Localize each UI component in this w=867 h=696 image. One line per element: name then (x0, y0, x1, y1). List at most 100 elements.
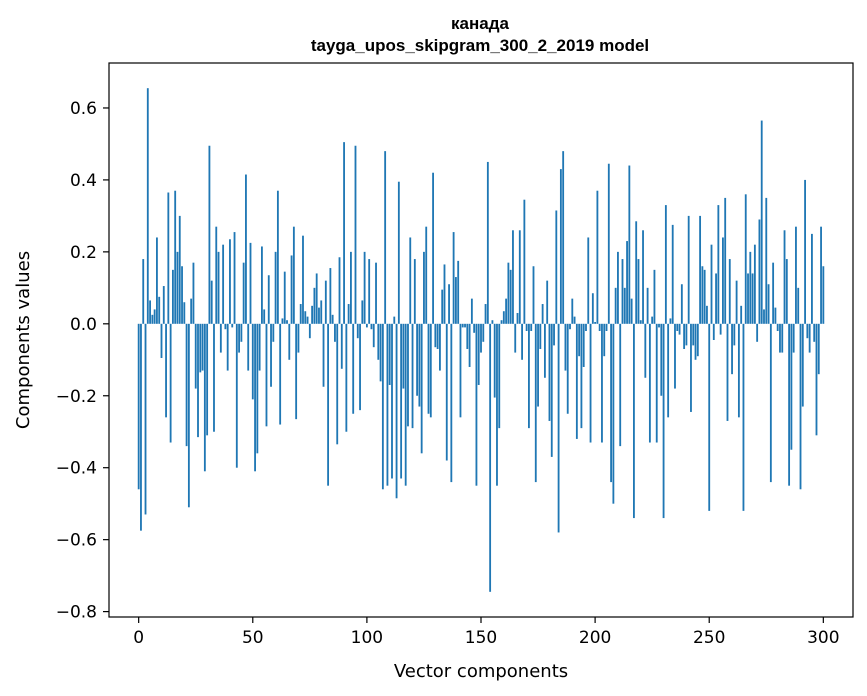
bar (744, 194, 747, 324)
bar (598, 323, 601, 331)
bar (174, 190, 177, 324)
bar (254, 323, 256, 472)
bar (397, 181, 400, 324)
x-tick-label: 200 (579, 628, 611, 648)
bar (420, 323, 423, 454)
bar (411, 323, 414, 429)
bar (722, 237, 724, 324)
bar (477, 323, 480, 385)
bar (680, 284, 683, 324)
bar (776, 323, 779, 331)
bar (484, 304, 487, 324)
bar (735, 280, 738, 324)
bar (197, 323, 199, 438)
x-tick-label: 150 (465, 628, 497, 648)
bar (756, 323, 759, 342)
bar (210, 280, 213, 324)
bar (468, 323, 471, 367)
bar (171, 269, 174, 324)
bar (674, 323, 676, 389)
bar (178, 215, 181, 324)
bar (749, 251, 752, 324)
y-tick-label: −0.6 (56, 531, 97, 551)
bar (648, 323, 651, 443)
bar (229, 239, 231, 324)
x-axis-ticks: 0 50 100 150 200 250 300 (133, 617, 840, 648)
bar (528, 323, 530, 429)
bar (801, 323, 804, 407)
bar (605, 323, 608, 331)
bar (580, 323, 583, 429)
bar (612, 323, 615, 504)
bar (391, 323, 393, 479)
bar (806, 323, 809, 339)
bar (760, 120, 763, 324)
bar (345, 323, 348, 432)
bar (354, 145, 357, 324)
bar (222, 244, 225, 324)
bar (815, 323, 818, 436)
bar (261, 246, 263, 324)
bar (379, 323, 382, 382)
bar (187, 323, 190, 508)
bar (190, 298, 193, 324)
bar (571, 298, 574, 324)
bar (774, 307, 777, 324)
bar (496, 323, 498, 486)
bar (295, 323, 298, 420)
bar (728, 259, 731, 324)
bar (142, 259, 145, 324)
bar (500, 320, 503, 324)
bar (327, 323, 330, 486)
bar (694, 323, 697, 360)
bar (473, 323, 476, 333)
bar (185, 323, 188, 447)
bar (272, 323, 275, 342)
bar (213, 323, 215, 432)
bar (676, 323, 679, 331)
bar (575, 323, 578, 439)
bar (247, 323, 250, 371)
x-tick-label: 300 (807, 628, 839, 648)
bar (352, 323, 355, 414)
bar (708, 323, 711, 511)
bar (245, 174, 247, 324)
bar (644, 323, 647, 378)
bar (302, 235, 304, 324)
bar (331, 314, 334, 324)
bar (461, 323, 464, 328)
bar (158, 296, 161, 324)
bar (502, 311, 505, 324)
bar (470, 298, 473, 324)
bar (274, 251, 277, 324)
bar (466, 323, 469, 349)
bar (696, 323, 699, 357)
bar (808, 323, 811, 353)
bar (208, 145, 211, 324)
bar (740, 305, 743, 324)
bar (240, 323, 243, 342)
bar (543, 323, 546, 378)
bar (350, 251, 352, 324)
bar (384, 151, 387, 324)
bar (288, 323, 291, 360)
bar (699, 215, 702, 324)
bar (181, 266, 183, 324)
bar (334, 323, 336, 342)
bar (368, 259, 371, 324)
bar (772, 262, 775, 324)
bar (439, 323, 441, 371)
bar (413, 259, 416, 324)
bar (452, 232, 455, 324)
bar (639, 320, 642, 324)
bar (263, 309, 266, 324)
bar (591, 293, 594, 324)
bar (169, 323, 172, 443)
bar (521, 323, 523, 360)
bar (559, 169, 562, 324)
y-tick-label: 0.6 (70, 99, 97, 119)
bar (160, 323, 163, 358)
bar (498, 323, 501, 429)
bar (646, 287, 649, 324)
bar (594, 322, 597, 324)
